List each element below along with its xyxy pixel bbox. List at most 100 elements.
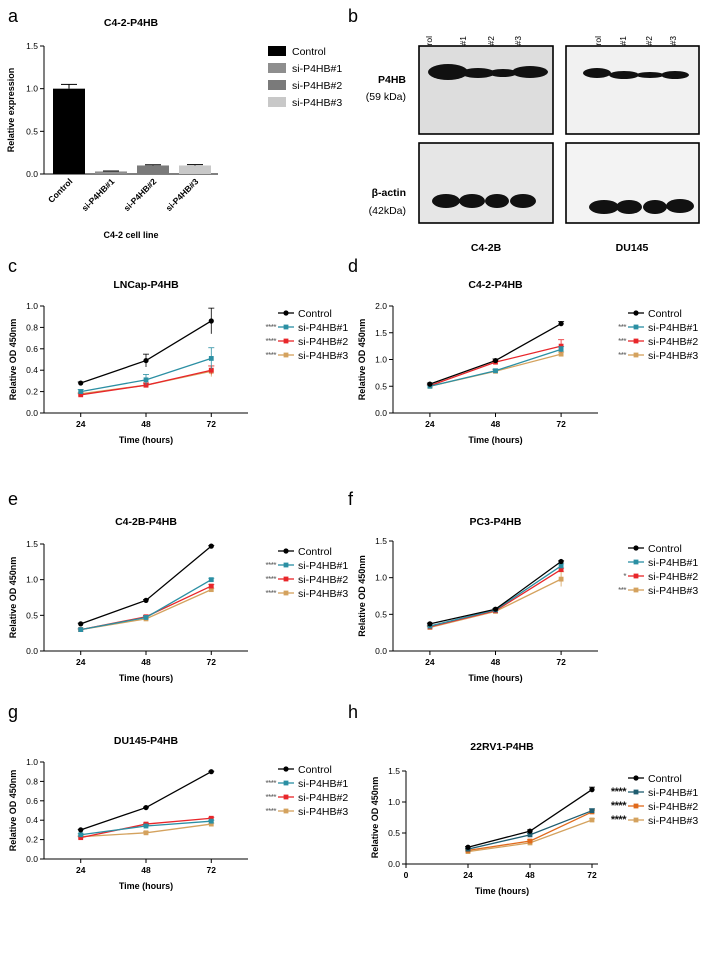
x-axis-label: Time (hours) — [119, 673, 173, 683]
legend-entry: Control — [298, 546, 332, 558]
series-line-0 — [80, 320, 212, 384]
legend-marker — [283, 576, 289, 582]
x-axis-label: Time (hours) — [475, 886, 529, 896]
data-point — [427, 621, 433, 627]
y-tick-label: 0.4 — [26, 365, 38, 375]
protein-label: P4HB — [378, 74, 406, 86]
x-axis-label: Time (hours) — [468, 435, 522, 445]
data-point — [492, 357, 499, 364]
data-point — [589, 808, 595, 814]
panel-letter-d: d — [348, 256, 358, 276]
data-point — [492, 606, 499, 612]
data-point — [143, 823, 149, 829]
legend-marker — [283, 794, 289, 800]
x-tick-label: 24 — [76, 865, 86, 875]
blot-band — [643, 200, 667, 214]
bar-chart-a: C4-2-P4HB 0.0 0.5 1.0 1.5 Relative expression… — [6, 17, 342, 240]
blot-band — [459, 194, 485, 208]
panel-letter-g: g — [8, 702, 18, 722]
data-point — [208, 821, 214, 827]
chart-title: C4-2B-P4HB — [115, 516, 177, 528]
legend-marker — [633, 775, 639, 781]
legend-entry: si-P4HB#1 — [292, 63, 342, 75]
series-line-2 — [429, 569, 562, 628]
data-point — [208, 818, 214, 824]
chart-title: C4-2-P4HB — [468, 279, 523, 291]
y-tick-label: 0.5 — [388, 828, 400, 838]
legend-entry: si-P4HB#1 — [298, 778, 348, 790]
y-tick-label: 1.5 — [26, 41, 38, 51]
y-tick-label: 0.0 — [388, 859, 400, 869]
legend-entry: si-P4HB#2 — [298, 336, 348, 348]
x-tick-label: 72 — [207, 657, 217, 667]
x-tick-label: 0 — [404, 870, 409, 880]
bar-1 — [53, 88, 85, 174]
x-tick-label: 24 — [76, 419, 86, 429]
y-tick-label: 1.5 — [388, 766, 400, 776]
blot-band — [485, 194, 509, 208]
legend-entry: si-P4HB#1 — [648, 557, 698, 569]
legend-marker — [283, 766, 289, 772]
y-axis-label: Relative OD 450nm — [357, 555, 367, 637]
y-axis-label: Relative OD 450nm — [8, 557, 18, 639]
y-tick-label: 0.0 — [26, 854, 38, 864]
x-tick-label: Control — [46, 176, 74, 204]
significance-stars: **** — [266, 793, 277, 802]
bar-4 — [179, 165, 211, 174]
series-line-1 — [429, 565, 562, 627]
data-point — [527, 838, 533, 844]
x-tick-label: 72 — [207, 865, 217, 875]
x-axis-label: Time (hours) — [468, 673, 522, 683]
data-point — [208, 577, 214, 583]
line-chart-c: LNCap-P4HB 0.0 0.2 0.4 0.6 0.8 1.0 24 48 72 Time (… — [8, 279, 348, 445]
legend-marker — [283, 352, 289, 358]
chart-title: PC3-P4HB — [470, 516, 522, 528]
y-tick-label: 0.5 — [26, 610, 38, 620]
x-tick-label: 72 — [587, 870, 597, 880]
series-line-2 — [80, 585, 212, 631]
x-tick-label: 48 — [491, 419, 501, 429]
y-tick-label: 0.0 — [375, 408, 387, 418]
legend-marker — [633, 789, 639, 795]
blot-band — [461, 68, 495, 78]
chart-title: LNCap-P4HB — [113, 279, 179, 291]
legend-marker — [283, 338, 289, 344]
y-tick-label: 1.0 — [375, 355, 387, 365]
y-axis-label: Relative OD 450nm — [8, 319, 18, 401]
significance-stars: **** — [266, 323, 277, 332]
blot-band — [636, 72, 664, 78]
x-tick-label: si-P4HB#3 — [164, 176, 201, 213]
legend-marker — [633, 352, 639, 358]
data-point — [143, 615, 149, 620]
x-tick-label: 48 — [491, 657, 501, 667]
x-tick-label: si-P4HB#1 — [80, 176, 117, 213]
y-tick-label: 2.0 — [375, 301, 387, 311]
x-tick-label: 48 — [141, 419, 151, 429]
y-tick-label: 1.0 — [375, 573, 387, 583]
x-tick-label: 48 — [141, 657, 151, 667]
legend-entry: si-P4HB#1 — [648, 322, 698, 334]
legend-entry: si-P4HB#3 — [298, 588, 348, 600]
legend-marker — [283, 562, 289, 568]
legend-marker — [633, 817, 639, 823]
line-chart-h: 22RV1-P4HB 0.0 0.5 1.0 1.5 0 24 48 72 Time (hours… — [370, 741, 698, 896]
significance-stars: *** — [618, 323, 626, 332]
series-line-1 — [80, 579, 212, 631]
data-point — [558, 576, 564, 582]
data-point — [589, 817, 595, 823]
x-tick-label: 48 — [141, 865, 151, 875]
cell-line-label: C4-2B — [471, 242, 502, 254]
series-line-0 — [429, 561, 562, 625]
data-point — [78, 392, 84, 398]
y-tick-label: 0.0 — [26, 169, 38, 179]
protein-label: β-actin — [372, 187, 406, 199]
data-point — [78, 827, 84, 833]
x-tick-label: 72 — [556, 657, 566, 667]
legend-marker — [633, 545, 639, 551]
data-point — [143, 357, 149, 364]
legend-marker — [633, 324, 639, 330]
western-blot-b: ControlControlsi-P4HB#1si-P4HB#1si-P4HB#… — [366, 36, 700, 254]
line-chart-d: C4-2-P4HB 0.0 0.5 1.0 1.5 2.0 24 48 72 Time (hour… — [357, 279, 698, 445]
y-axis-label: Relative OD 450nm — [357, 319, 367, 401]
data-point — [208, 543, 214, 549]
